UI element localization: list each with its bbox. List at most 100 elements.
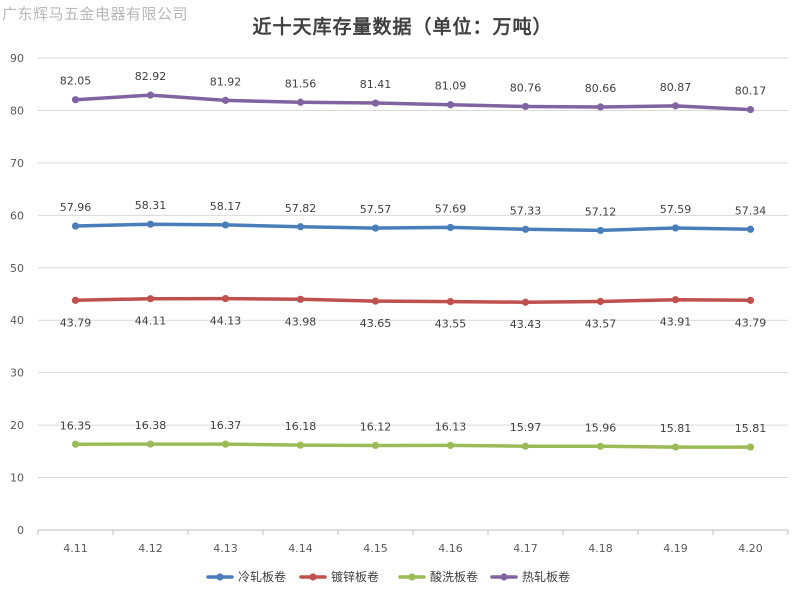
legend-item-0[interactable]: 冷轧板卷 xyxy=(206,569,286,584)
data-label: 43.65 xyxy=(360,317,392,330)
data-label: 15.81 xyxy=(660,422,692,435)
data-label: 57.57 xyxy=(360,203,392,216)
data-point xyxy=(371,441,380,450)
data-label: 43.79 xyxy=(735,316,767,329)
data-point xyxy=(521,442,530,450)
legend-label: 酸洗板卷 xyxy=(430,569,478,584)
data-point xyxy=(446,223,455,232)
y-tick-label: 20 xyxy=(10,419,24,432)
data-label: 57.59 xyxy=(660,203,692,216)
data-point xyxy=(446,441,455,450)
chart-title: 近十天库存量数据（单位：万吨） xyxy=(252,16,553,38)
legend-item-3[interactable]: 热轧板卷 xyxy=(490,569,570,584)
data-label: 16.38 xyxy=(135,419,167,432)
x-tick-label: 4.17 xyxy=(513,542,538,555)
y-tick-label: 0 xyxy=(17,524,24,537)
data-point xyxy=(596,226,605,235)
y-tick-label: 90 xyxy=(10,52,24,65)
series-lines xyxy=(71,91,755,451)
y-tick-label: 70 xyxy=(10,157,24,170)
axes: 0 10 20 30 40 50 60 70 80 90 4.11 4.12 4.13 4.14 4.15 4… xyxy=(10,52,789,555)
data-label: 57.33 xyxy=(510,204,542,217)
data-label: 16.35 xyxy=(60,419,92,432)
data-label: 15.81 xyxy=(735,422,767,435)
data-label: 80.66 xyxy=(585,82,617,95)
data-point xyxy=(71,296,80,304)
x-tick-label: 4.15 xyxy=(363,542,388,555)
data-point xyxy=(671,296,680,304)
data-label: 81.56 xyxy=(285,77,317,90)
legend-item-1[interactable]: 镀锌板卷 xyxy=(299,569,379,584)
data-label: 43.91 xyxy=(660,316,692,329)
x-tick-label: 4.19 xyxy=(663,542,688,555)
data-label: 43.79 xyxy=(60,316,92,329)
data-label: 81.41 xyxy=(360,78,392,91)
data-point xyxy=(221,440,230,448)
data-point xyxy=(296,295,305,303)
data-label: 58.17 xyxy=(210,200,242,213)
watermark: 广东辉马五金电器有限公司 xyxy=(2,5,189,23)
y-tick-label: 30 xyxy=(10,367,24,380)
data-point xyxy=(746,225,755,233)
data-label: 57.12 xyxy=(585,205,617,218)
x-tick-label: 4.16 xyxy=(438,542,463,555)
data-point xyxy=(296,441,305,449)
data-point xyxy=(146,91,155,99)
data-point xyxy=(71,440,80,448)
data-point xyxy=(221,96,230,104)
legend-item-2[interactable]: 酸洗板卷 xyxy=(398,569,478,584)
data-label: 43.57 xyxy=(585,317,617,330)
data-label: 80.17 xyxy=(735,85,767,98)
y-tick-label: 10 xyxy=(10,472,24,485)
x-tick-label: 4.18 xyxy=(588,542,613,555)
x-tick-label: 4.20 xyxy=(738,542,763,555)
legend-label: 冷轧板卷 xyxy=(238,569,286,584)
data-labels: 57.96 58.31 58.17 57.82 57.57 57.69 57.33 57.12… xyxy=(60,70,767,435)
data-label: 57.34 xyxy=(735,204,767,217)
x-tick-label: 4.14 xyxy=(288,542,313,555)
x-tick-label: 4.13 xyxy=(213,542,238,555)
data-label: 58.31 xyxy=(135,199,167,212)
data-point xyxy=(521,102,530,111)
data-point xyxy=(671,102,680,110)
data-label: 80.87 xyxy=(660,81,692,94)
data-point xyxy=(746,105,755,114)
data-point xyxy=(71,222,80,230)
data-label: 82.05 xyxy=(60,75,92,88)
y-tick-label: 40 xyxy=(10,314,24,327)
data-point xyxy=(221,294,230,303)
data-point xyxy=(746,296,755,304)
legend-marker xyxy=(408,573,416,581)
data-point xyxy=(596,442,605,450)
legend-label: 热轧板卷 xyxy=(522,569,570,584)
data-point xyxy=(671,443,680,451)
gridlines xyxy=(38,57,788,531)
data-point xyxy=(521,225,530,233)
y-tick-label: 50 xyxy=(10,262,24,275)
data-point xyxy=(71,96,80,104)
data-point xyxy=(596,297,605,306)
data-point xyxy=(671,224,680,232)
data-point xyxy=(521,298,530,306)
data-label: 57.96 xyxy=(60,201,92,214)
y-tick-label: 60 xyxy=(10,209,24,222)
data-label: 43.43 xyxy=(510,318,542,331)
data-label: 16.18 xyxy=(285,420,317,433)
data-point xyxy=(146,220,155,228)
data-point xyxy=(371,99,380,107)
y-tick-label: 80 xyxy=(10,104,24,117)
data-label: 57.69 xyxy=(435,202,467,215)
data-label: 15.96 xyxy=(585,421,617,434)
data-point xyxy=(221,221,230,229)
data-label: 15.97 xyxy=(510,421,542,434)
series-line-3 xyxy=(73,93,753,112)
legend-marker xyxy=(309,573,317,581)
data-label: 44.11 xyxy=(135,315,167,328)
data-point xyxy=(296,98,305,106)
data-point xyxy=(371,297,380,305)
data-label: 57.82 xyxy=(285,202,317,215)
data-label: 81.09 xyxy=(435,80,467,93)
data-point xyxy=(596,103,605,111)
series-line-0 xyxy=(73,222,753,233)
